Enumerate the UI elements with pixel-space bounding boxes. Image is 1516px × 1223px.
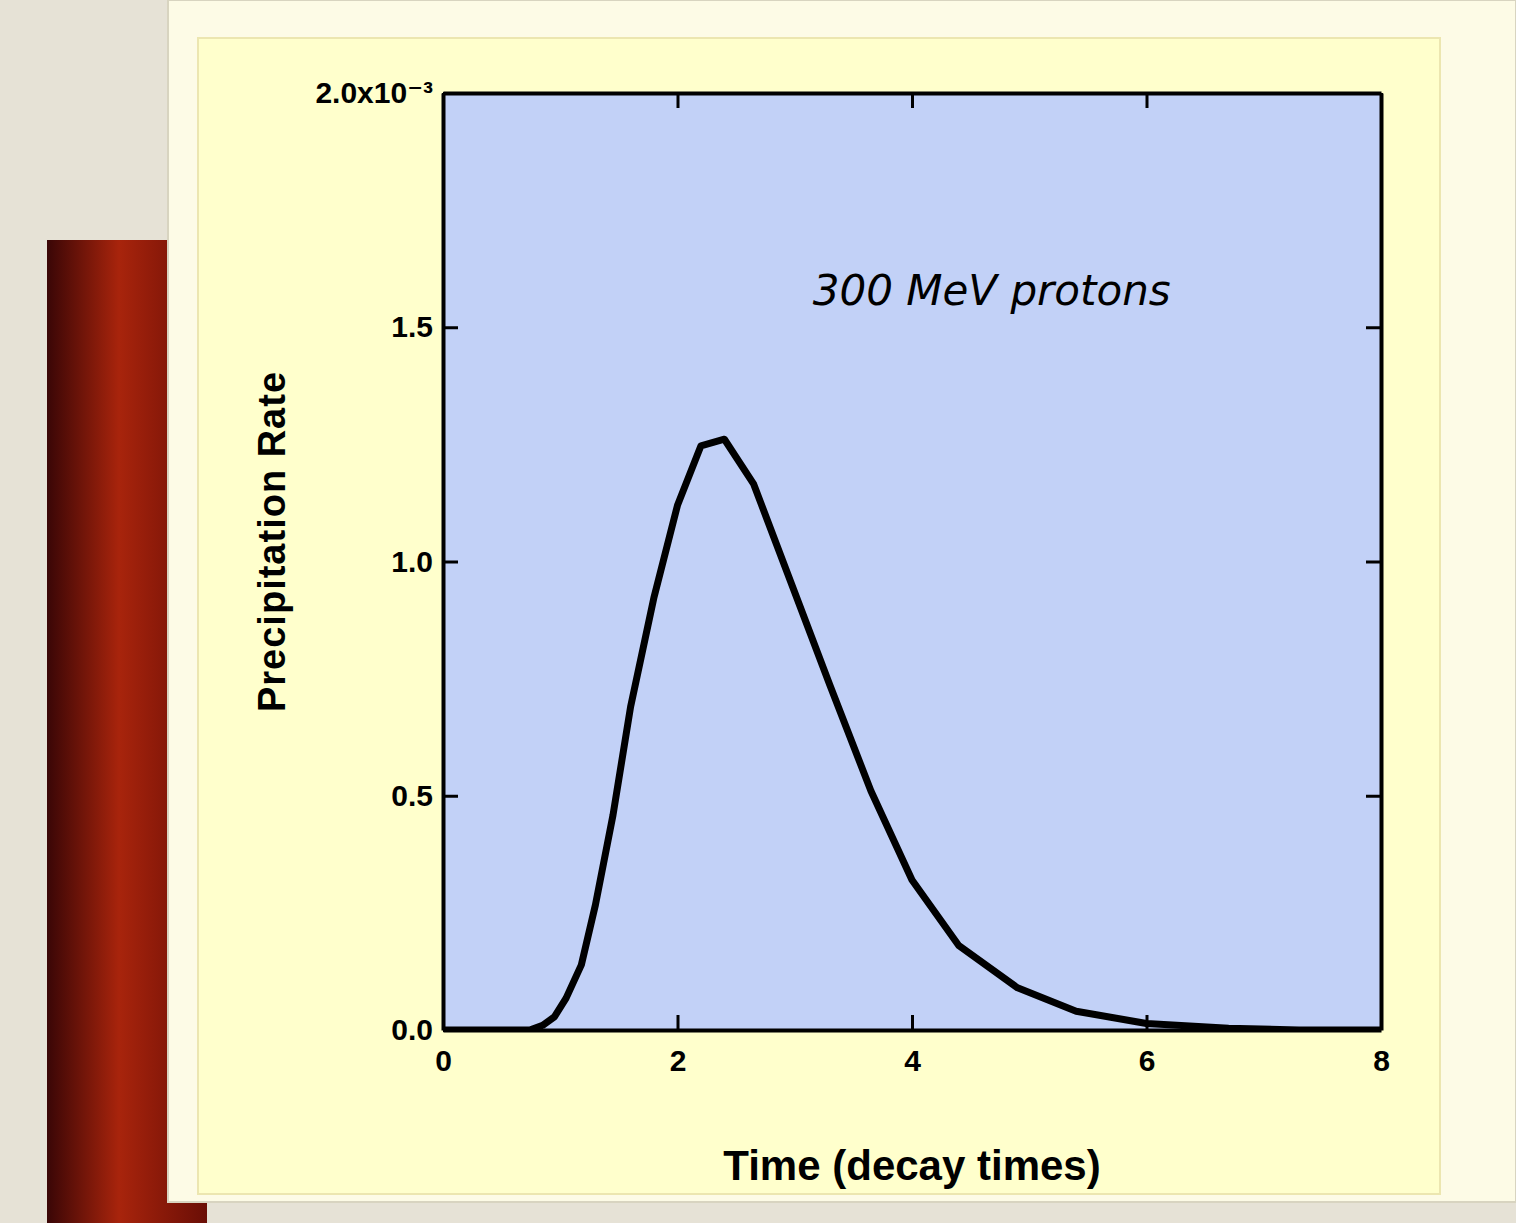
tick-mark: [443, 326, 458, 329]
tick-label: 1.5: [391, 310, 433, 343]
panel-inner: [198, 38, 1440, 1194]
tick: 1.0: [391, 545, 458, 578]
x-axis-top: [444, 93, 1382, 108]
annotation: 300 MeV protons: [813, 266, 1171, 315]
x-axis: 0 2 4 6 8: [435, 1015, 1390, 1077]
tick-label: 1.0: [391, 545, 433, 578]
tick-mark: [911, 1015, 914, 1030]
tick-mark: [1366, 1029, 1381, 1032]
tick: [1366, 1030, 1381, 1031]
tick-mark: [443, 92, 458, 95]
tick: [912, 93, 913, 108]
tick-mark: [1366, 561, 1381, 564]
y-axis-title: Precipitation Rate: [251, 371, 293, 712]
plot-background: [443, 93, 1381, 1030]
tick-label: 0.0: [391, 1013, 433, 1046]
tick-mark: [677, 1015, 680, 1030]
y-axis-right: [1366, 94, 1382, 1031]
data-line: [443, 439, 1381, 1030]
tick: 1.5: [391, 310, 458, 343]
tick-label: 8: [1373, 1044, 1390, 1077]
tick: [1366, 93, 1381, 94]
tick: [1147, 93, 1148, 108]
plot: 0 2 4 6 8 0.0 0.5 1.0 1.5 2.0x10⁻³: [315, 76, 1389, 1077]
tick: [1366, 562, 1381, 563]
chart-svg: 0 2 4 6 8 0.0 0.5 1.0 1.5 2.0x10⁻³ Time (decay tim…: [0, 0, 1516, 1223]
tick-label: 0: [435, 1044, 452, 1077]
tick: 2: [670, 1015, 687, 1077]
tick-label: 4: [904, 1044, 921, 1077]
tick-mark: [1366, 92, 1381, 95]
tick-mark: [443, 561, 458, 564]
tick-mark: [1366, 795, 1381, 798]
tick: [1366, 327, 1381, 328]
tick-label: 0.5: [391, 779, 433, 812]
tick-mark: [1366, 326, 1381, 329]
x-axis-title: Time (decay times): [723, 1142, 1100, 1189]
tick-label: 2: [670, 1044, 687, 1077]
tick-mark: [1146, 93, 1149, 108]
marks: [443, 439, 1381, 1030]
tick-mark: [443, 1029, 458, 1032]
tick: 0.5: [391, 779, 458, 812]
y-axis: 0.0 0.5 1.0 1.5 2.0x10⁻³: [315, 76, 458, 1046]
tick-mark: [911, 93, 914, 108]
tick: [1366, 796, 1381, 797]
panel: [168, 0, 1516, 1202]
tick: 0.0: [391, 1013, 458, 1046]
tick-label: 2.0x10⁻³: [315, 76, 433, 109]
tick-mark: [1146, 1015, 1149, 1030]
tick: 4: [904, 1015, 921, 1077]
tick-mark: [677, 93, 680, 108]
tick-mark: [443, 795, 458, 798]
tick: 6: [1139, 1015, 1156, 1077]
tick: 2.0x10⁻³: [315, 76, 458, 109]
tick: [678, 93, 679, 108]
tick-label: 6: [1139, 1044, 1156, 1077]
